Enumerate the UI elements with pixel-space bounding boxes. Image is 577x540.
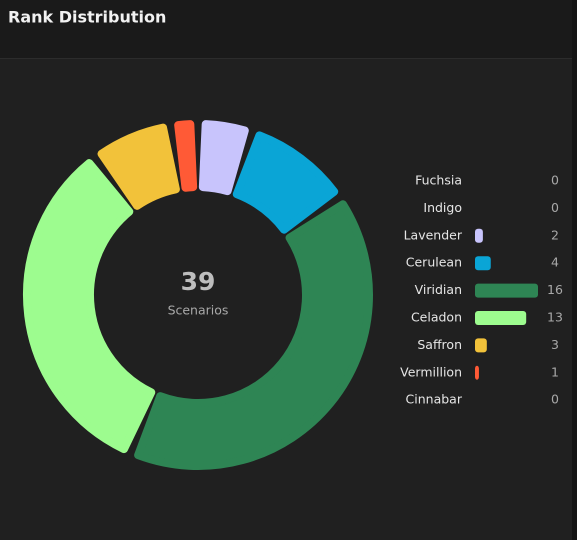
legend-value: 0 (551, 200, 559, 215)
legend-bar (475, 283, 538, 298)
legend-value: 1 (551, 364, 559, 379)
donut-segment (23, 159, 156, 454)
header (0, 0, 572, 58)
legend-label: Saffron (417, 337, 462, 352)
legend-label: Viridian (415, 282, 462, 297)
legend-bar (475, 228, 483, 243)
center-label: Scenarios (168, 303, 229, 318)
chart-title: Rank Distribution (8, 8, 166, 27)
legend-value: 2 (551, 227, 559, 242)
legend-value: 4 (551, 255, 559, 270)
legend-bar (475, 311, 527, 325)
legend-value: 3 (551, 337, 559, 352)
legend-value: 16 (547, 282, 563, 297)
legend-label: Celadon (411, 310, 462, 325)
donut-segment (174, 120, 198, 192)
legend-label: Vermillion (400, 364, 462, 379)
legend-label: Indigo (423, 200, 462, 215)
donut-segment (198, 120, 249, 196)
legend-bar (475, 365, 479, 380)
legend-label: Lavender (404, 227, 463, 242)
legend-value: 0 (551, 392, 559, 407)
donut-segment (134, 200, 373, 470)
donut-segment (97, 123, 180, 210)
legend-label: Cerulean (406, 255, 462, 270)
donut-segment (232, 131, 339, 234)
legend-value: 13 (547, 310, 563, 325)
legend-value: 0 (551, 173, 559, 188)
legend-bar (475, 256, 491, 271)
legend-label: Cinnabar (406, 392, 463, 407)
center-value: 39 (181, 267, 216, 296)
legend-label: Fuchsia (415, 173, 462, 188)
edge (572, 0, 577, 540)
legend-bar (475, 338, 487, 353)
